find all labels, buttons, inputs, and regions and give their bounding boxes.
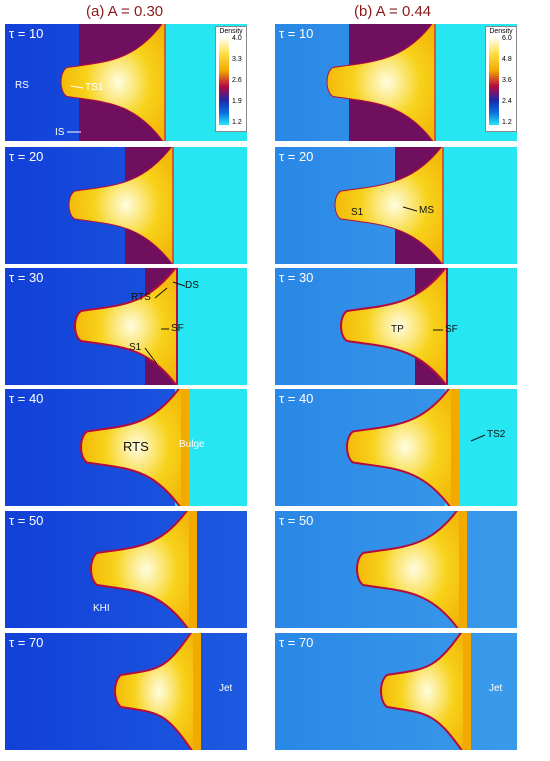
panel-a-tau-0: τ = 10 RS TS1 IS Density 4.0 3.3 2.6 1.9 1.2 (5, 24, 247, 141)
density-field (5, 268, 247, 385)
colorbar-gradient (489, 37, 499, 125)
density-field (275, 633, 517, 750)
annotation-label: DS (185, 280, 199, 291)
density-field (5, 633, 247, 750)
spike-structure (326, 24, 436, 141)
interface-band (459, 511, 467, 628)
tau-label: τ = 70 (9, 635, 44, 650)
colorbar-tick: 1.2 (232, 119, 242, 126)
colorbar-title: Density (219, 28, 243, 35)
panel-b-tau-0: τ = 10 Density 6.0 4.8 3.6 2.4 1.2 (275, 24, 517, 141)
annotation-label: RS (15, 80, 29, 91)
tau-label: τ = 40 (9, 391, 44, 406)
colorbar-title: Density (489, 28, 513, 35)
interface-band (463, 633, 471, 750)
interface-band (193, 633, 201, 750)
density-field (275, 268, 517, 385)
colorbar-tick: 1.2 (502, 119, 512, 126)
colorbar-tick: 1.9 (232, 98, 242, 105)
panel-b-tau-5: τ = 70 Jet (275, 633, 517, 750)
panel-b-tau-2: τ = 30 TP SF (275, 268, 517, 385)
panel-a-tau-3: τ = 40 RTS Bulge (5, 389, 247, 506)
tau-label: τ = 70 (279, 635, 314, 650)
spike-structure (340, 268, 448, 385)
density-field (5, 389, 247, 506)
density-field (5, 511, 247, 628)
tau-label: τ = 10 (9, 26, 44, 41)
colorbar-tick: 6.0 (502, 35, 512, 42)
tau-label: τ = 30 (9, 270, 44, 285)
tau-label: τ = 20 (9, 149, 44, 164)
colorbar-tick: 2.6 (232, 77, 242, 84)
density-field (5, 147, 247, 264)
panel-a-tau-2: τ = 30 RTS DS SF S1 (5, 268, 247, 385)
tau-label: τ = 10 (279, 26, 314, 41)
annotation-label: SF (171, 323, 184, 334)
annotation-label: RTS (123, 439, 149, 454)
colorbar-tick: 4.0 (232, 35, 242, 42)
panel-a-tau-5: τ = 70 Jet (5, 633, 247, 750)
colorbar-tick: 3.6 (502, 77, 512, 84)
column-title-b: (b) A = 0.44 (354, 3, 432, 20)
colorbar: Density 4.0 3.3 2.6 1.9 1.2 (215, 26, 247, 132)
annotation-arrow (470, 434, 486, 442)
spike-structure (380, 633, 466, 750)
spike-structure (334, 147, 444, 264)
spike-structure (346, 389, 454, 506)
annotation-arrow (154, 287, 168, 299)
interface-band (181, 389, 189, 506)
annotation-label: Jet (219, 683, 233, 694)
panel-a-tau-1: τ = 20 (5, 147, 247, 264)
panel-b-tau-4: τ = 50 (275, 511, 517, 628)
spike-structure (114, 633, 196, 750)
annotation-label: MS (419, 205, 434, 216)
annotation-label: KHI (93, 603, 110, 614)
annotation-label: TP (391, 324, 404, 335)
annotation-arrow (70, 85, 84, 89)
annotation-label: TS2 (487, 429, 506, 440)
spike-structure (356, 511, 462, 628)
colorbar-tick: 2.4 (502, 98, 512, 105)
colorbar-tick: 3.3 (232, 56, 242, 63)
density-field (275, 389, 517, 506)
spike-structure (90, 511, 192, 628)
tau-label: τ = 40 (279, 391, 314, 406)
panel-b-tau-1: τ = 20 S1 MS (275, 147, 517, 264)
spike-structure (80, 389, 184, 506)
column-title-a: (a) A = 0.30 (86, 3, 164, 20)
annotation-arrow (172, 281, 186, 287)
tau-label: τ = 50 (279, 513, 314, 528)
annotation-arrow (144, 347, 158, 365)
spike-structure (60, 24, 166, 141)
tau-label: τ = 50 (9, 513, 44, 528)
interface-band (189, 511, 197, 628)
annotation-label: S1 (351, 207, 364, 218)
annotation-label: SF (445, 324, 458, 335)
annotation-label: TS1 (85, 82, 104, 93)
annotation-label: S1 (129, 342, 142, 353)
colorbar: Density 6.0 4.8 3.6 2.4 1.2 (485, 26, 517, 132)
annotation-label: Jet (489, 683, 503, 694)
tau-label: τ = 20 (279, 149, 314, 164)
colorbar-gradient (219, 37, 229, 125)
density-field (5, 24, 247, 141)
colorbar-tick: 4.8 (502, 56, 512, 63)
annotation-label: IS (55, 127, 65, 138)
density-field (275, 511, 517, 628)
density-field (275, 147, 517, 264)
annotation-label: RTS (131, 292, 151, 303)
spike-structure (68, 147, 174, 264)
tau-label: τ = 30 (279, 270, 314, 285)
spike-structure (74, 268, 178, 385)
annotation-label: Bulge (179, 439, 205, 450)
panel-b-tau-3: τ = 40 TS2 (275, 389, 517, 506)
interface-band (451, 389, 459, 506)
annotation-arrow (402, 206, 418, 212)
panel-a-tau-4: τ = 50 KHI (5, 511, 247, 628)
density-field (275, 24, 517, 141)
